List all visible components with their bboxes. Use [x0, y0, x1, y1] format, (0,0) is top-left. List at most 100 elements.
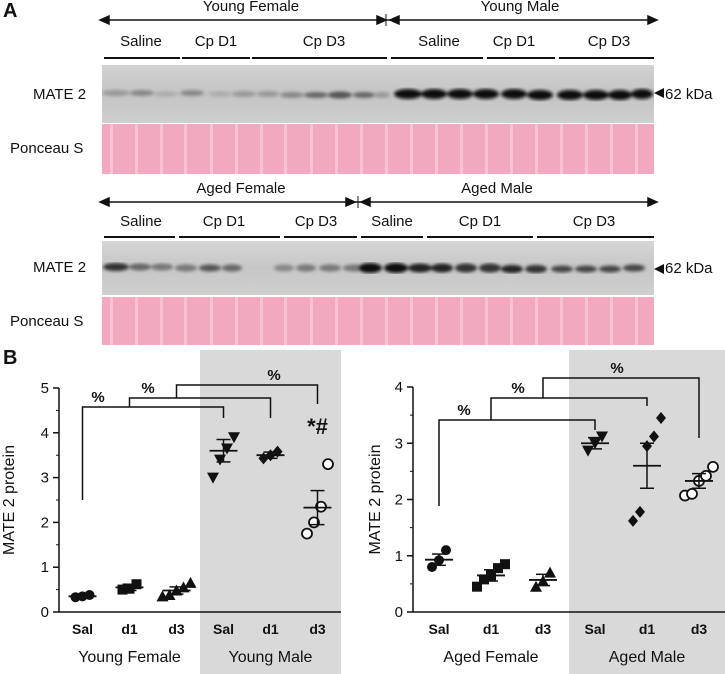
data-point: [635, 505, 645, 518]
x-tick-label: Sal: [213, 621, 234, 637]
data-series: [425, 545, 453, 572]
data-point: [500, 559, 510, 570]
significance-label: %: [610, 360, 623, 377]
top-ponceau-strip: [102, 124, 654, 174]
data-point: [427, 562, 437, 572]
chart-aged: 0 1 2 3 4 MATE 2 protein Sal d1 d3 Sal d1 d3 Aged Fe…: [367, 350, 725, 674]
data-point: [228, 432, 240, 444]
loading-label-ponceau: Ponceau S: [10, 313, 84, 330]
significance-label: %: [457, 402, 470, 419]
bottom-ponceau-lanes: [110, 297, 638, 345]
data-point: [493, 563, 503, 574]
kda-arrow-icon: [654, 264, 664, 274]
data-point: [117, 584, 128, 595]
y-tick-label: 0: [41, 604, 49, 621]
data-series: [256, 445, 285, 465]
x-tick-label: Sal: [72, 621, 93, 637]
treatment-label: Cp D1: [194, 33, 238, 50]
data-point: [322, 458, 334, 471]
x-tick-label: d1: [262, 621, 279, 637]
data-series: [207, 432, 240, 484]
data-series: [529, 566, 557, 592]
y-tick-label: 2: [41, 514, 49, 531]
bottom-mate2-bands: [103, 263, 645, 273]
data-point: [544, 566, 556, 578]
y-axis-label: MATE 2 protein: [367, 445, 384, 555]
chart-young: 0 1 2 3 4 5 MATE 2 protein Sal d1 d3 Sal d1 d3 Young …: [1, 350, 341, 674]
treatment-label: Cp D1: [458, 213, 502, 230]
data-series: [628, 411, 666, 527]
data-series: [115, 579, 144, 595]
significance-bracket: [438, 419, 596, 506]
y-axis-label: MATE 2 protein: [1, 445, 18, 555]
significance-bracket: [175, 384, 319, 404]
group-label-aged-female: Aged Female: [196, 180, 286, 197]
data-point: [479, 574, 489, 585]
group-label: Young Male: [229, 649, 313, 666]
y-tick-label: 1: [41, 559, 49, 576]
top-blot-header: [98, 14, 659, 59]
treatment-label: Cp D3: [302, 33, 346, 50]
data-series: [581, 431, 609, 457]
significance-label: %: [267, 367, 280, 384]
group-label-young-female: Young Female: [202, 0, 300, 15]
kda-marker: 62 kDa: [665, 260, 713, 277]
data-point: [700, 469, 712, 482]
x-tick-label: d3: [691, 621, 708, 637]
significance-label: %: [91, 389, 104, 406]
group-label-aged-male: Aged Male: [461, 180, 533, 197]
treatment-label: Cp D1: [492, 33, 536, 50]
treatment-label: Cp D3: [572, 213, 616, 230]
treatment-label: Saline: [418, 33, 460, 50]
y-tick-label: 4: [41, 425, 49, 442]
panel-b-letter: B: [3, 347, 18, 369]
data-point: [656, 411, 666, 424]
top-mate2-blot: [102, 65, 654, 123]
x-tick-label: d1: [121, 621, 138, 637]
data-point: [207, 472, 219, 484]
data-series: [301, 458, 334, 540]
group-label: Young Female: [78, 649, 181, 666]
data-series: [472, 559, 510, 592]
data-point: [472, 581, 482, 592]
bottom-mate2-blot: [102, 241, 654, 295]
significance-label: *#: [307, 414, 328, 439]
significance-bracket: [128, 397, 272, 418]
x-tick-label: d3: [168, 621, 185, 637]
significance-label: %: [511, 380, 524, 397]
data-series: [679, 460, 719, 502]
group-label-young-male: Young Male: [480, 0, 560, 15]
x-tick-label: d3: [309, 621, 326, 637]
panel-a-letter: A: [3, 0, 18, 22]
significance-label: %: [141, 380, 154, 397]
x-tick-label: d1: [639, 621, 656, 637]
data-point: [649, 430, 659, 443]
x-tick-label: Sal: [428, 621, 449, 637]
group-label: Aged Male: [609, 649, 686, 666]
y-tick-label: 5: [41, 380, 49, 397]
kda-marker: 62 kDa: [665, 86, 713, 103]
data-point: [184, 576, 197, 588]
y-tick-label: 0: [395, 604, 403, 621]
kda-arrow-icon: [654, 88, 664, 98]
top-mate2-bands: [102, 89, 653, 100]
significance-bracket: [81, 406, 225, 500]
significance-bracket: [490, 397, 648, 420]
treatment-label: Cp D1: [202, 213, 246, 230]
y-tick-label: 3: [41, 470, 49, 487]
bottom-ponceau-strip: [102, 297, 654, 345]
top-ponceau-lanes: [110, 124, 638, 174]
band-label-mate2: MATE 2: [33, 86, 87, 103]
treatment-label: Cp D3: [294, 213, 338, 230]
data-point: [441, 545, 451, 556]
data-point: [628, 514, 638, 527]
y-tick-label: 2: [395, 492, 403, 509]
data-series: [68, 589, 97, 603]
x-tick-label: d1: [483, 621, 500, 637]
bottom-blot-header: [98, 196, 659, 238]
treatment-label: Cp D3: [587, 33, 631, 50]
data-point: [707, 460, 719, 473]
treatment-label: Saline: [120, 33, 162, 50]
x-tick-label: d3: [535, 621, 552, 637]
group-label: Aged Female: [443, 649, 538, 666]
